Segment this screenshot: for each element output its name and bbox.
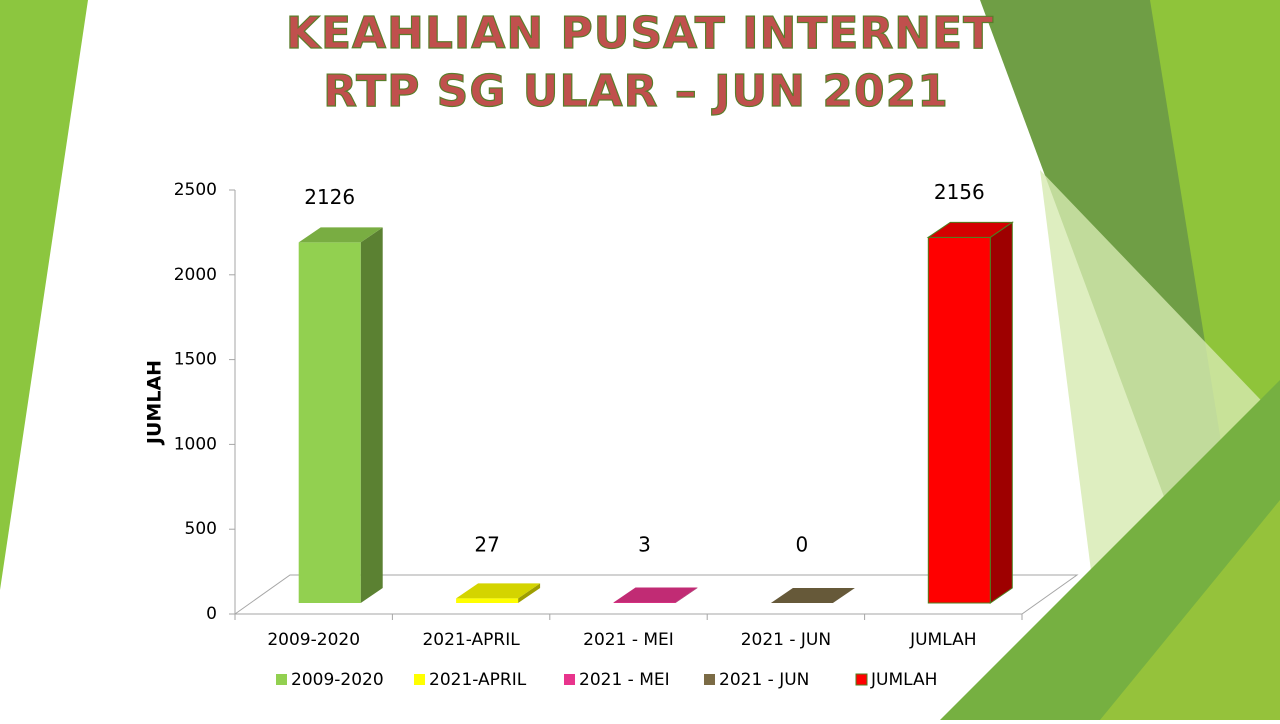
- legend-swatch: [855, 673, 868, 686]
- legend-swatch: [276, 674, 287, 685]
- legend-label: 2021-APRIL: [429, 670, 527, 690]
- y-tick-label: 1000: [174, 434, 217, 454]
- bar-side: [518, 583, 541, 603]
- x-tick-label: 2009-2020: [267, 630, 360, 650]
- bar-side: [989, 221, 1013, 604]
- data-label: 2156: [934, 180, 985, 204]
- data-label: 0: [796, 533, 809, 557]
- bar: [613, 602, 676, 603]
- bar-top: [926, 221, 1014, 238]
- y-axis-label: JUMLAH: [144, 360, 166, 446]
- deco-bottom2: [1100, 500, 1280, 720]
- y-tick-label: 2000: [174, 265, 217, 285]
- data-label: 3: [638, 533, 651, 557]
- legend-label: 2021 - MEI: [579, 670, 670, 690]
- title-line-2: RTP SG ULAR – JUN 2021: [323, 66, 949, 117]
- legend-swatch: [564, 674, 575, 685]
- bar-top: [456, 583, 541, 599]
- y-tick-label: 2500: [174, 180, 217, 200]
- x-tick-label: 2021 - MEI: [583, 630, 674, 650]
- bar: [298, 242, 361, 603]
- bar: [456, 598, 519, 603]
- legend-label: 2009-2020: [291, 670, 384, 690]
- bar-side: [360, 227, 383, 603]
- y-tick-label: 500: [185, 519, 217, 539]
- x-tick-label: 2021-APRIL: [422, 630, 520, 650]
- legend-label: 2021 - JUN: [719, 670, 809, 690]
- x-tick-label: 2021 - JUN: [741, 630, 831, 650]
- y-tick-label: 0: [206, 604, 217, 624]
- legend-label: JUMLAH: [870, 670, 937, 690]
- title-line-1: KEAHLIAN PUSAT INTERNET: [286, 8, 994, 59]
- legend-swatch: [704, 674, 715, 685]
- data-label: 2126: [304, 185, 355, 209]
- bar: [927, 236, 991, 604]
- legend-swatch: [414, 674, 425, 685]
- data-label: 27: [474, 533, 499, 557]
- bar-top: [298, 227, 383, 243]
- bar-top: [613, 587, 698, 603]
- x-tick-label: JUMLAH: [909, 630, 976, 650]
- y-tick-label: 1500: [174, 350, 217, 370]
- bar-top: [770, 588, 855, 603]
- bar-side: [675, 587, 698, 603]
- deco-left: [0, 0, 88, 590]
